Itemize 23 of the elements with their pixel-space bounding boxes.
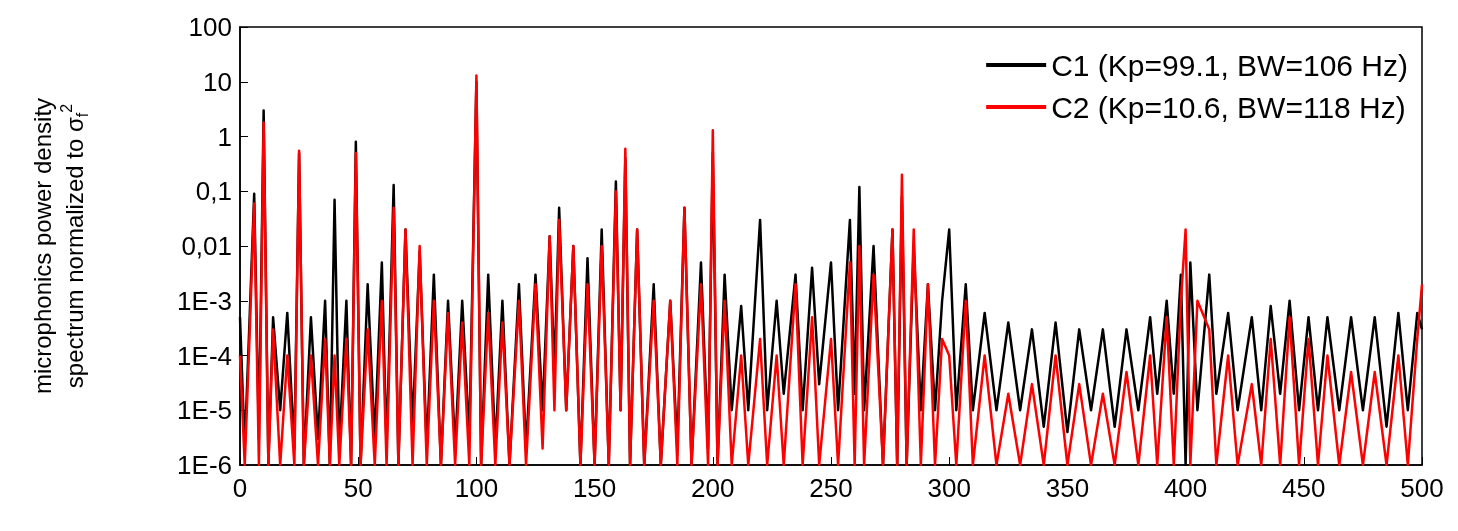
- y-tick-label: 1E-4: [177, 340, 232, 371]
- x-tick-label: 150: [572, 473, 617, 503]
- x-tick-label: 0: [232, 473, 248, 503]
- x-tick-label: 100: [454, 473, 499, 503]
- y-tick-label: 10: [203, 66, 232, 97]
- x-tick-label: 250: [809, 473, 853, 503]
- y-axis-title: microphonics power density spectrum normalized to σf2: [28, 97, 91, 395]
- y-tick-label: 0,01: [181, 231, 232, 261]
- x-tick-label: 300: [927, 473, 971, 503]
- y-tick-label: 1E-3: [177, 285, 232, 316]
- y-tick-label: 1: [217, 121, 232, 152]
- legend-label: C2 (Kp=10.6, BW=118 Hz): [1051, 90, 1406, 124]
- x-tick-label: 400: [1163, 473, 1208, 503]
- y-tick-label: 100: [188, 12, 232, 42]
- legend-label: C1 (Kp=99.1, BW=106 Hz): [1051, 48, 1409, 82]
- y-tick-label: 0,1: [195, 176, 232, 207]
- x-tick-label: 450: [1282, 473, 1326, 503]
- y-tick-label: 1E-6: [177, 450, 232, 480]
- y-tick-label: 1E-5: [177, 395, 232, 426]
- x-tick-label: 50: [343, 473, 373, 503]
- x-tick-label: 350: [1045, 473, 1090, 503]
- x-tick-label: 500: [1400, 473, 1444, 503]
- x-tick-label: 200: [691, 473, 735, 503]
